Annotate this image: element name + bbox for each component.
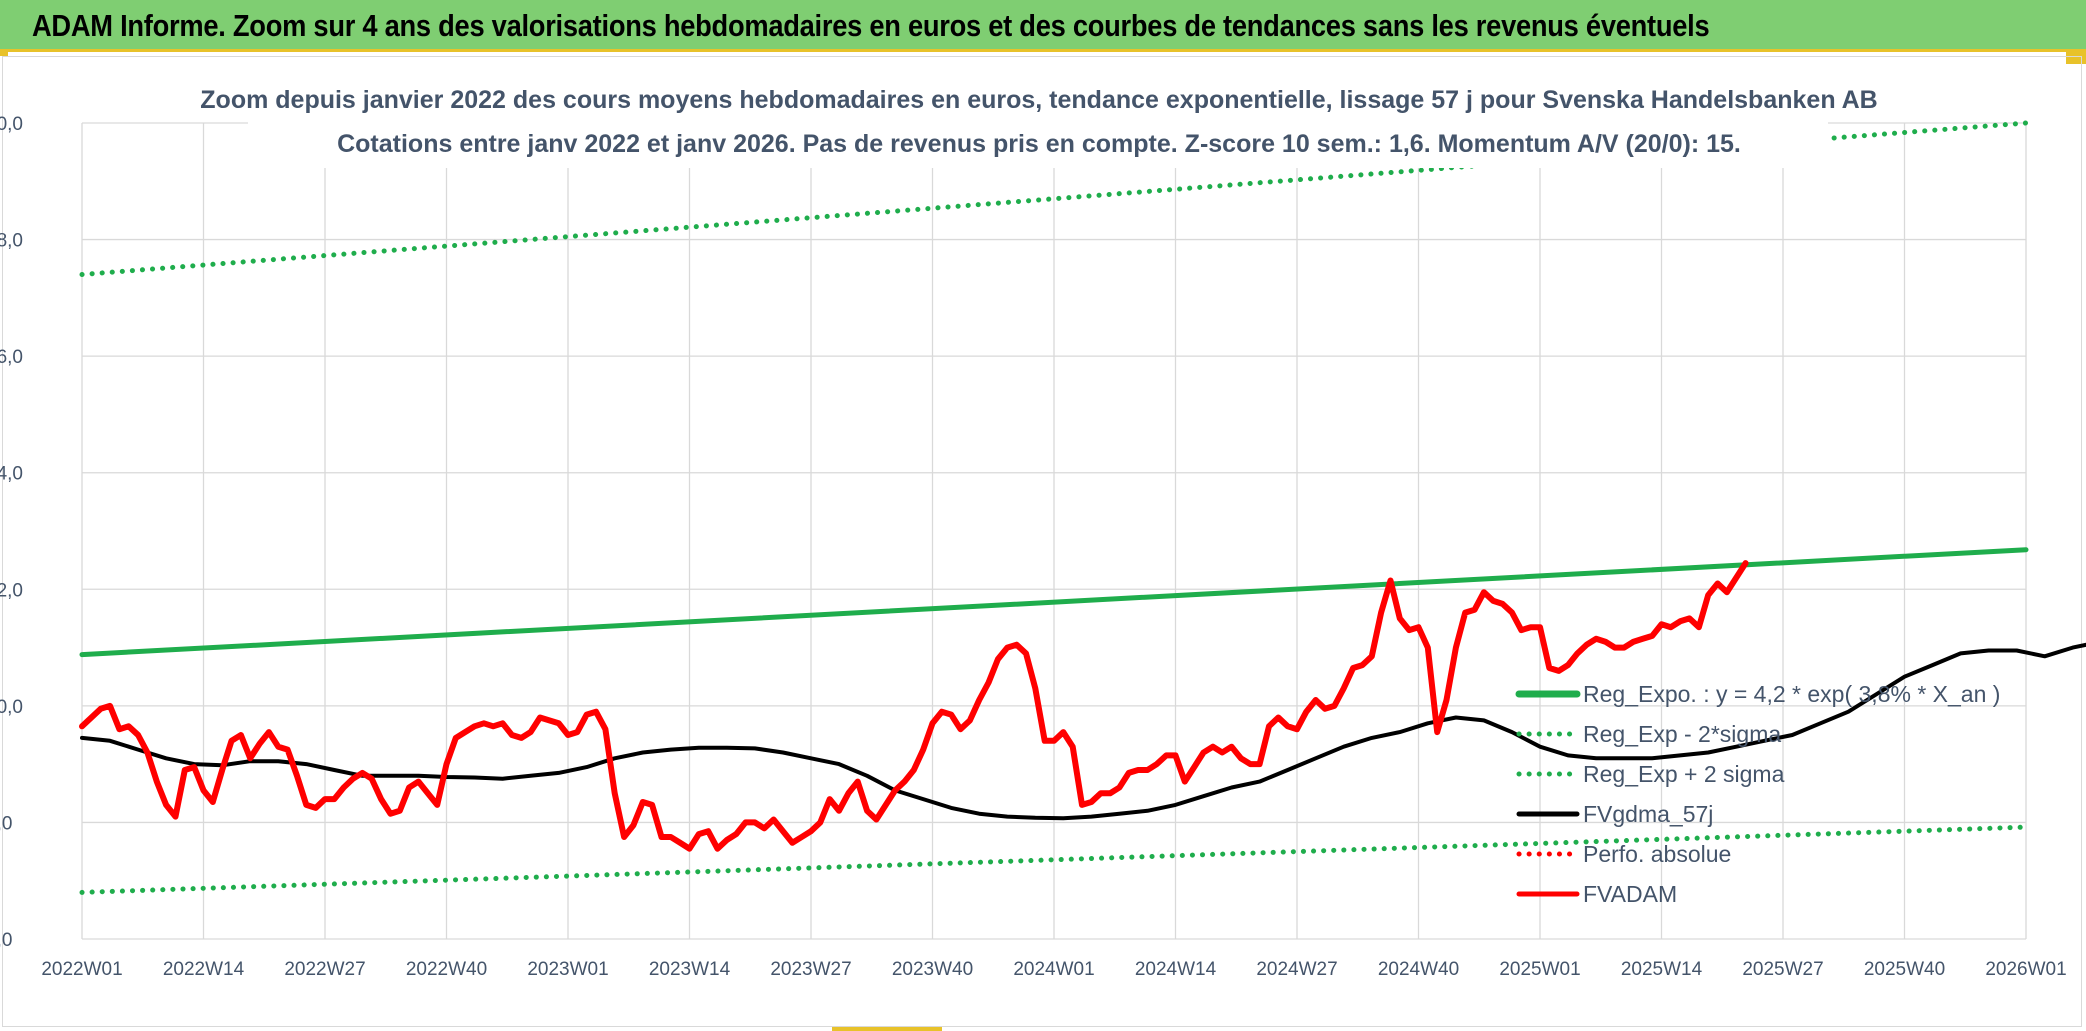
x-tick-label: 2022W40 [406, 959, 487, 980]
x-tick-label: 2023W40 [892, 959, 973, 980]
series-line-reg_exp [79, 824, 2029, 895]
y-tick-label: 12,0 [0, 580, 23, 601]
chart-legend: Reg_Expo. : y = 4,2 * exp( 3,8% * X_an )… [1515, 681, 2000, 907]
legend-label: Perfo. absolue [1583, 841, 1731, 867]
x-tick-label: 2022W27 [284, 959, 365, 980]
banner-title: ADAM Informe. Zoom sur 4 ans des valoris… [32, 8, 1710, 43]
x-tick-label: 2024W27 [1256, 959, 1337, 980]
y-tick-label: 16,0 [0, 347, 23, 368]
x-tick-label: 2022W01 [41, 959, 122, 980]
banner: ADAM Informe. Zoom sur 4 ans des valoris… [0, 0, 2086, 52]
series-line-fvadam [79, 560, 1749, 852]
x-axis-ticks: 2022W01 2022W14 2022W27 2022W40 2023W01 2023W… [41, 959, 2066, 980]
y-tick-label: 10,0 [0, 697, 23, 718]
banner-corner-left [0, 52, 8, 56]
legend-label: Reg_Expo. : y = 4,2 * exp( 3,8% * X_an ) [1583, 681, 2000, 707]
x-tick-label: 2024W14 [1135, 959, 1217, 980]
x-tick-label: 2026W01 [1985, 959, 2066, 980]
title-background [248, 76, 1828, 168]
chart-title-line-2: Cotations entre janv 2022 et janv 2026. … [337, 130, 1741, 158]
bottom-marker [832, 1027, 942, 1031]
series-line-reg_expo [79, 547, 2029, 658]
y-tick-label: 8,0 [0, 813, 12, 834]
chart-title: Zoom depuis janvier 2022 des cours moyen… [200, 76, 1878, 168]
x-tick-label: 2023W01 [527, 959, 608, 980]
legend-label: FVADAM [1583, 881, 1677, 907]
y-tick-label: 20,0 [0, 114, 23, 135]
x-tick-label: 2023W14 [649, 959, 731, 980]
series-line-fvgdma_57j [80, 642, 2086, 821]
chart-title-line-1: Zoom depuis janvier 2022 des cours moyen… [200, 86, 1877, 114]
y-axis-ticks: 6,0 8,0 10,0 12,0 14,0 16,0 18,0 20,0 [0, 114, 23, 951]
legend-label: Reg_Exp + 2 sigma [1583, 761, 1785, 787]
x-tick-label: 2025W01 [1499, 959, 1580, 980]
x-tick-label: 2024W40 [1378, 959, 1459, 980]
x-tick-label: 2024W01 [1013, 959, 1094, 980]
legend-label: FVgdma_57j [1583, 801, 1713, 827]
x-tick-label: 2023W27 [770, 959, 851, 980]
x-tick-label: 2025W40 [1864, 959, 1945, 980]
chart-series [79, 120, 2086, 895]
y-tick-label: 6,0 [0, 930, 12, 951]
y-tick-label: 14,0 [0, 464, 23, 485]
x-tick-label: 2022W14 [163, 959, 245, 980]
chart-frame [2, 56, 2082, 1027]
x-tick-label: 2025W27 [1742, 959, 1823, 980]
legend-label: Reg_Exp - 2*sigma [1583, 721, 1781, 747]
y-tick-label: 18,0 [0, 231, 23, 252]
x-tick-label: 2025W14 [1621, 959, 1703, 980]
